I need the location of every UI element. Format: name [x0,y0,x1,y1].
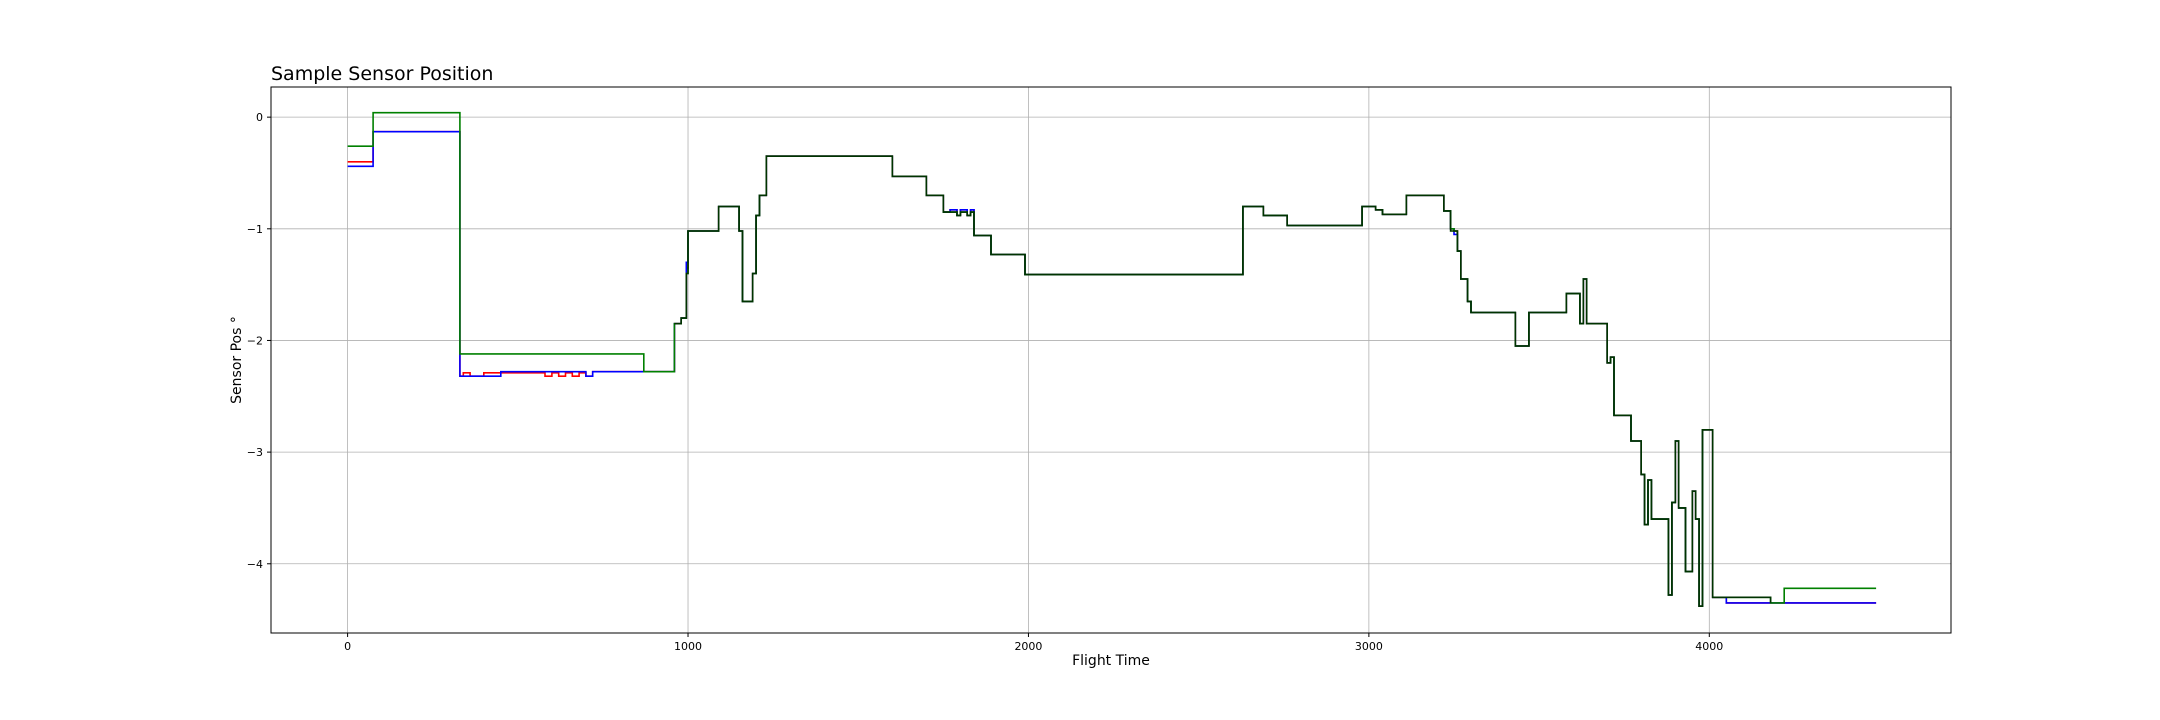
y-tick-label: 0 [256,111,263,124]
axis-ticks: 0 1000 2000 3000 4000 0 −1 −2 −3 −4 [247,111,1724,653]
series-line-4 [674,155,1772,607]
y-tick-label: −4 [247,558,263,571]
x-tick-label: 0 [344,640,351,653]
y-tick-label: −2 [247,334,263,347]
x-tick-label: 4000 [1695,640,1723,653]
y-tick-label: −3 [247,446,263,459]
plot-frame [270,86,1952,634]
x-tick-label: 1000 [674,640,702,653]
y-axis-label: Sensor Pos ° [229,316,245,404]
series-line-3 [347,111,1877,607]
x-axis-label: Flight Time [1072,653,1150,669]
series-layer [347,111,1877,607]
grid-lines [271,87,1951,633]
series-line-1 [347,130,1877,607]
series-line-2 [347,130,1877,607]
x-tick-label: 3000 [1355,640,1383,653]
y-tick-label: −1 [247,223,263,236]
x-tick-label: 2000 [1014,640,1042,653]
chart-title: Sample Sensor Position [271,63,493,85]
